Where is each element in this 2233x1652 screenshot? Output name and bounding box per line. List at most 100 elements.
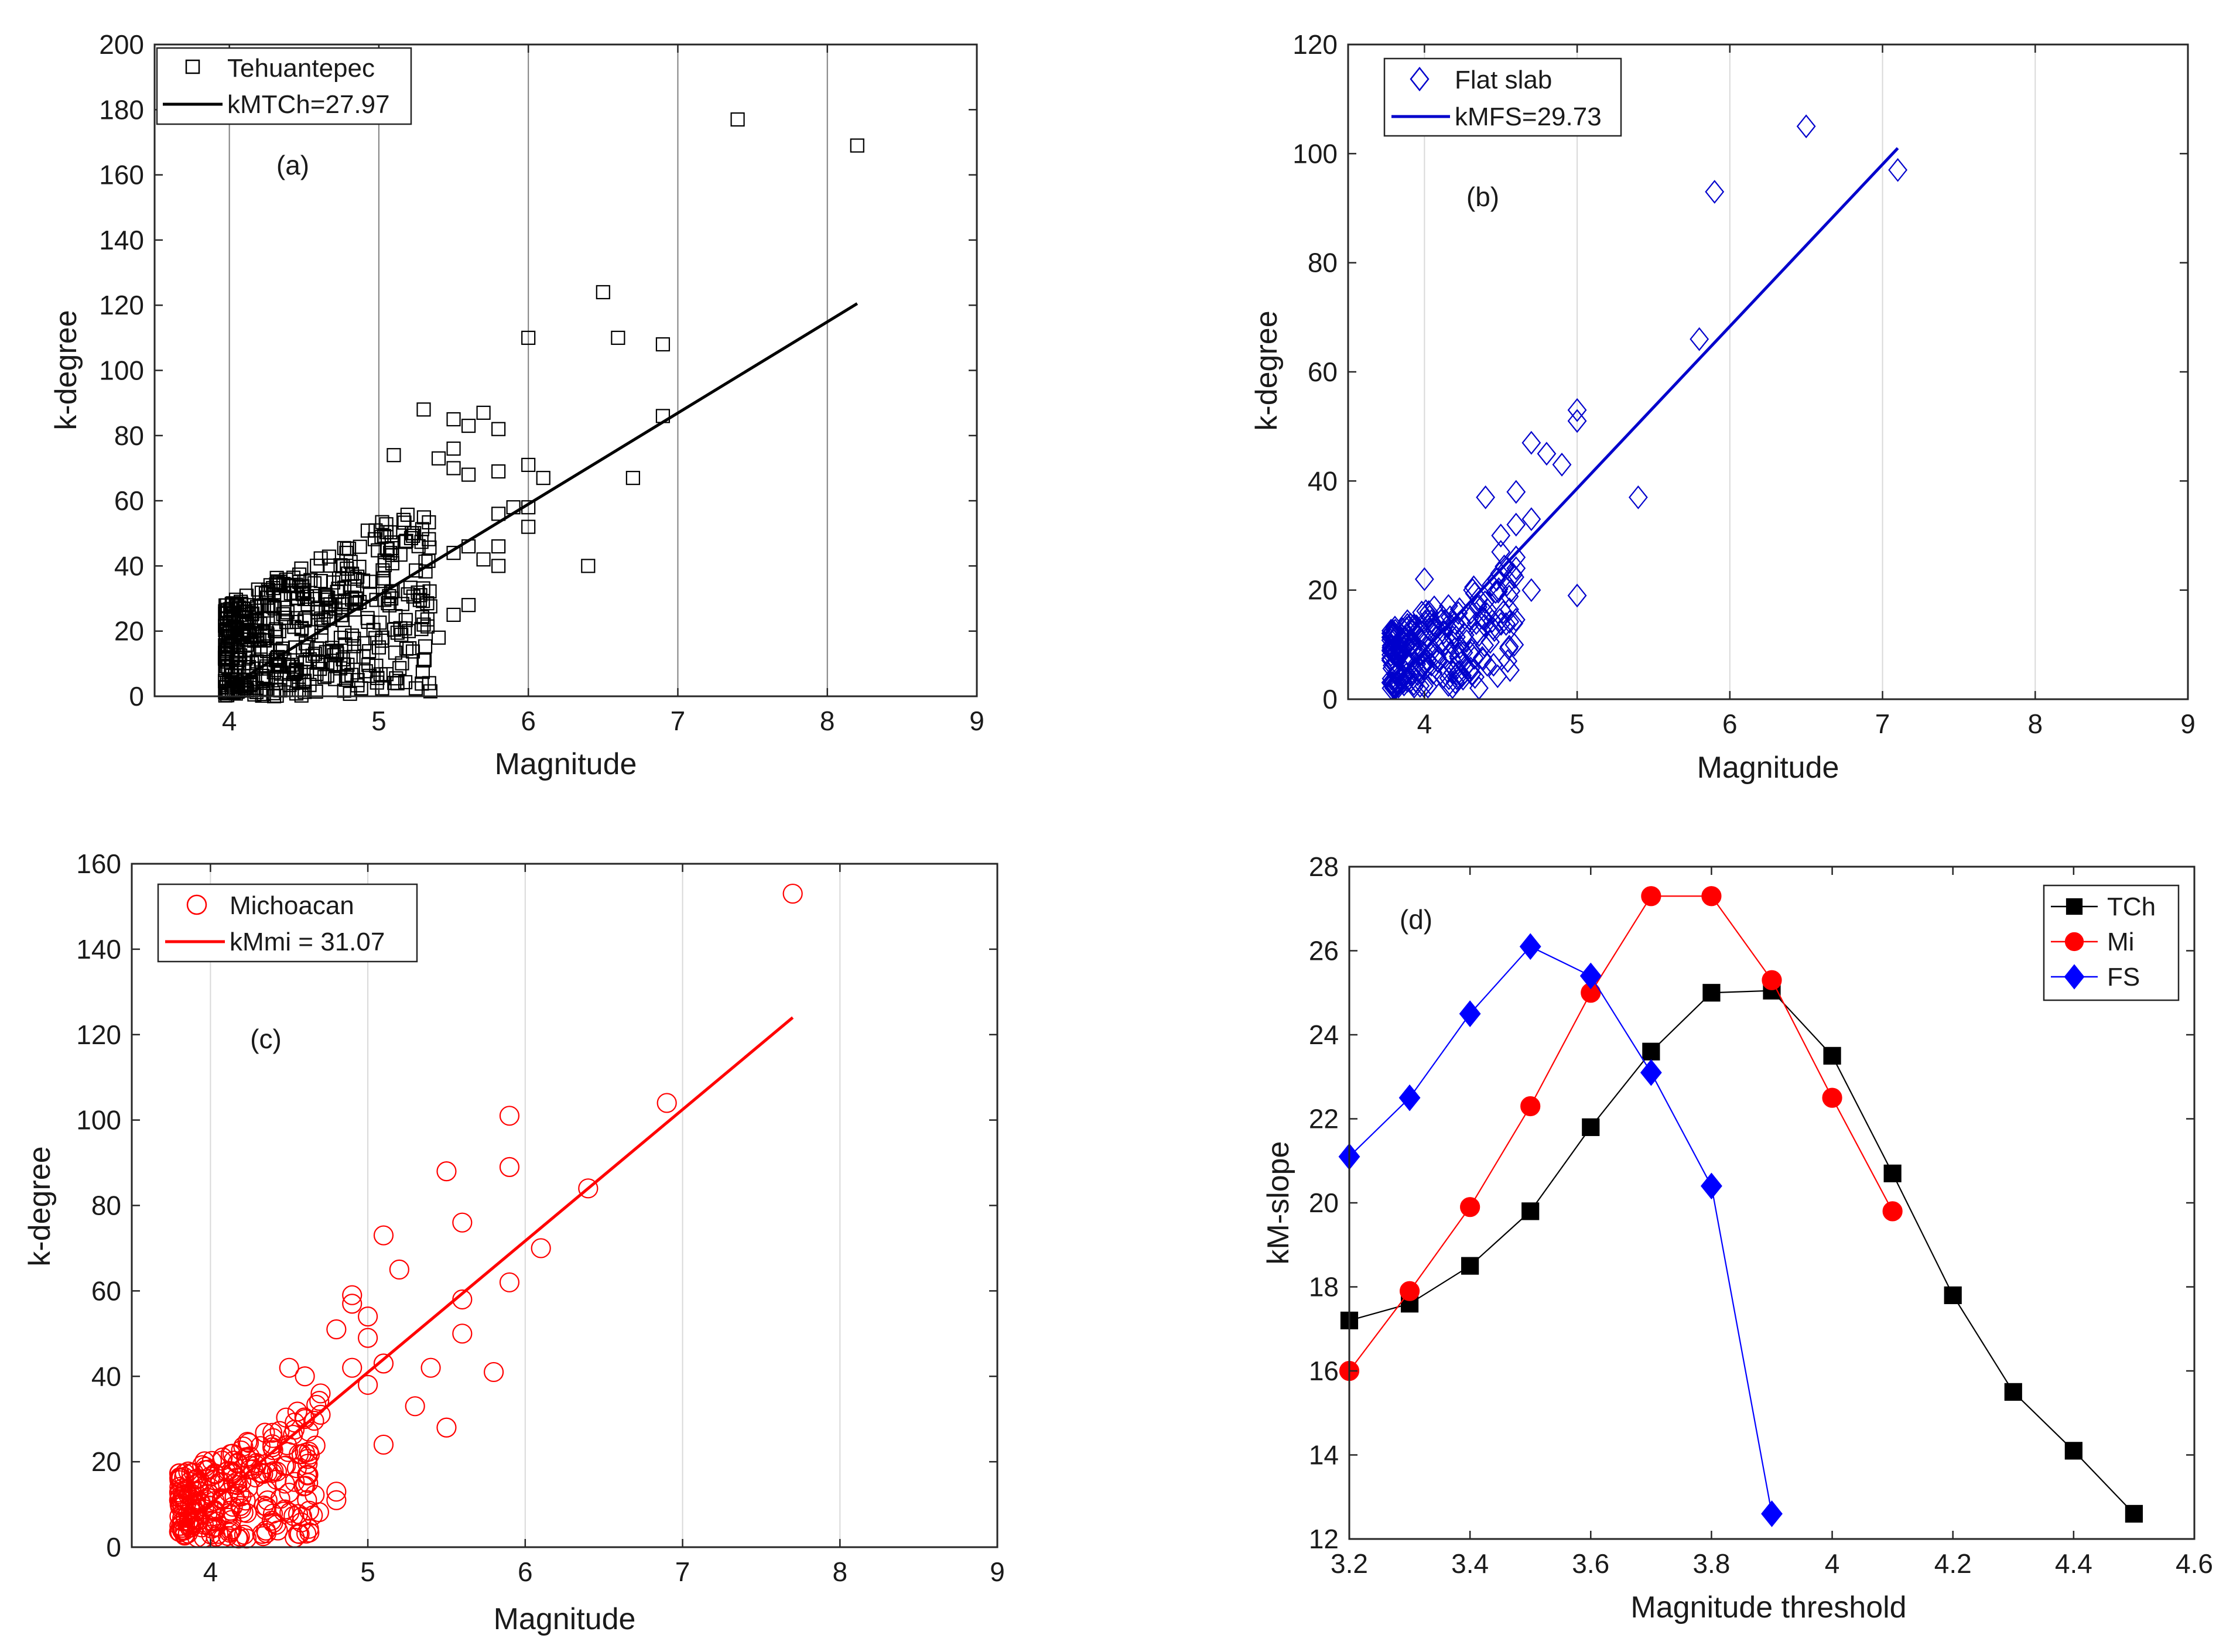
panel-b-cluster-point: [1406, 621, 1425, 646]
panel-a-cluster-point: [233, 594, 248, 609]
panel-a-cluster-point: [240, 614, 254, 628]
panel-c-ytick-label: 60: [91, 1275, 121, 1306]
panel-a-cluster-point: [362, 574, 377, 589]
panel-b-ylabel: k-degree: [1250, 310, 1284, 430]
panel-b-cluster-point: [1450, 635, 1470, 659]
panel-b-point: [1414, 567, 1434, 591]
panel-a-cluster-point: [269, 577, 283, 591]
panel-a-cluster-point: [296, 643, 310, 658]
panel-b-ytick-label: 40: [1308, 466, 1338, 496]
panel-c-cluster-point: [255, 1422, 275, 1443]
panel-c-cluster-point: [199, 1483, 219, 1504]
panel-a-point: [491, 559, 506, 573]
panel-b-point: [1537, 442, 1557, 466]
panel-a-legend-line-label: kMTCh=27.97: [227, 90, 390, 119]
panel-a-cluster-point: [379, 667, 394, 682]
panel-a-ytick-label: 100: [99, 355, 144, 386]
panel-d-ylabel: kM-slope: [1261, 1141, 1295, 1265]
panel-d-point-Mi: [1460, 1197, 1480, 1217]
panel-a-cluster-point: [241, 625, 257, 639]
panel-b-cluster-point: [1493, 600, 1513, 624]
panel-c-legend-scatter-label: Michoacan: [230, 891, 354, 920]
panel-b-cluster-point: [1499, 584, 1519, 608]
panel-b-cluster-point: [1487, 664, 1507, 689]
panel-d-series-line-FS: [1349, 945, 1773, 1514]
panel-a-cluster-point: [354, 681, 368, 696]
panel-b: 4 5 6 7 8 9 0 20 40 60 80 100 120 Magnitude k-degree…: [1250, 29, 2196, 785]
panel-b-cluster-point: [1475, 613, 1495, 638]
panel-c-points: [169, 883, 803, 1549]
panel-b-point: [1888, 158, 1908, 182]
panel-c-cluster-point: [296, 1523, 317, 1544]
panel-b-cluster-point: [1500, 610, 1520, 634]
panel-b-cluster-point: [1406, 669, 1425, 693]
panel-a-cluster-point: [411, 585, 425, 600]
panel-a-cluster-point: [225, 621, 240, 635]
panel-d-xtick-label: 4.4: [2055, 1548, 2092, 1579]
panel-b-cluster-point: [1401, 628, 1421, 652]
panel-d-ytick-label: 12: [1309, 1524, 1339, 1554]
panel-a-points: [217, 112, 864, 704]
panel-d-point-TCh: [1642, 1042, 1660, 1061]
panel-a-cluster-point: [258, 633, 272, 648]
panel-d-point-Mi: [1762, 970, 1782, 990]
panel-b-cluster-point: [1463, 578, 1483, 602]
panel-a-cluster-point: [395, 597, 410, 611]
panel-b-point: [1796, 114, 1816, 139]
panel-c-cluster-point: [297, 1465, 317, 1485]
panel-a-cluster-point: [238, 651, 253, 666]
panel-a-cluster-point: [377, 593, 392, 607]
panel-a-cluster-point: [249, 654, 264, 669]
panel-a-ytick-label: 40: [114, 550, 144, 581]
panel-c-cluster-point: [299, 1444, 320, 1465]
panel-a-ytick-label: 160: [99, 160, 144, 190]
panel-a-cluster-point: [280, 605, 295, 620]
panel-c-point: [357, 1328, 378, 1348]
panel-b-cluster-point: [1500, 597, 1519, 621]
panel-c-cluster-point: [291, 1512, 312, 1533]
panel-b-cluster-point: [1497, 573, 1517, 597]
panel-a-cluster-point: [402, 641, 417, 656]
panel-c-ytick-label: 120: [76, 1020, 121, 1050]
panel-c-cluster-point: [299, 1500, 320, 1521]
panel-a-point: [461, 539, 476, 554]
panel-b-cluster-point: [1385, 615, 1405, 639]
panel-a-point: [491, 422, 506, 436]
panel-d-legend-marker-TCh: [2066, 898, 2083, 915]
panel-a-cluster-point: [238, 611, 253, 625]
panel-a-point: [416, 617, 431, 632]
panel-a-cluster-point: [423, 684, 438, 699]
panel-a-cluster-point: [357, 636, 372, 651]
panel-a-cluster-point: [220, 612, 234, 627]
panel-c-point: [342, 1357, 363, 1378]
panel-c-cluster-point: [257, 1490, 278, 1511]
panel-c-cluster-point: [285, 1472, 305, 1492]
panel-d-legend-label-Mi: Mi: [2107, 928, 2134, 956]
panel-d-point-TCh: [1582, 1118, 1600, 1136]
panel-c-point: [405, 1396, 425, 1417]
panel-a-cluster-point: [418, 564, 433, 579]
panel-a-point: [596, 285, 610, 300]
panel-a-cluster-point: [281, 578, 296, 593]
panel-a-cluster-point: [330, 584, 344, 599]
panel-c-point: [357, 1306, 378, 1327]
panel-a-ytick-label: 140: [99, 225, 144, 255]
panel-a-cluster-point: [321, 590, 336, 605]
panel-b-cluster-point: [1389, 642, 1408, 667]
panel-c-cluster-point: [188, 1480, 208, 1501]
panel-b-cluster-point: [1445, 636, 1465, 661]
panel-a-point: [655, 337, 671, 352]
panel-b-cluster-point: [1423, 661, 1443, 685]
panel-a-point: [536, 471, 550, 485]
panel-b-point: [1506, 556, 1526, 580]
panel-a-cluster-point: [403, 580, 418, 595]
panel-c-cluster-point: [269, 1421, 290, 1441]
panel-c-cluster-point: [233, 1436, 254, 1457]
panel-c-cluster-point: [286, 1458, 307, 1479]
panel-c-cluster-point: [291, 1444, 312, 1465]
panel-a-cluster-point: [286, 586, 301, 601]
panel-a-point: [446, 461, 461, 476]
panel-c-point: [373, 1353, 394, 1374]
panel-a-point: [431, 630, 446, 645]
panel-a-ytick-label: 20: [114, 616, 144, 647]
